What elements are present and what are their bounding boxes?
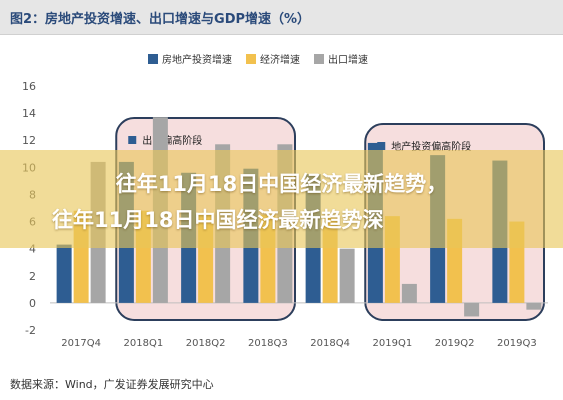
x-tick-label: 2019Q2	[435, 338, 475, 349]
x-tick-label: 2017Q4	[61, 338, 101, 349]
x-tick-label: 2018Q4	[310, 338, 350, 349]
y-tick-label: -2	[25, 324, 36, 337]
legend-swatch	[314, 54, 324, 64]
x-tick-label: 2018Q3	[248, 338, 288, 349]
bar	[464, 302, 480, 317]
x-tick-label: 2019Q3	[497, 338, 537, 349]
annotation-label: 地产投资偏高阶段	[391, 140, 471, 153]
y-tick-label: 12	[22, 134, 36, 147]
headline-line-2: 往年11月18日中国经济最新趋势深	[52, 208, 384, 232]
bar	[401, 283, 417, 303]
y-tick-label: 4	[29, 243, 36, 256]
legend-swatch	[148, 54, 158, 64]
figure-title: 图2：房地产投资增速、出口增速与GDP增速（%）	[10, 12, 311, 27]
bar	[56, 244, 72, 303]
headline-overlay	[0, 150, 563, 248]
bar	[339, 248, 355, 303]
y-tick-label: 0	[29, 297, 36, 310]
headline-line-1: 往年11月18日中国经济最新趋势，	[115, 172, 448, 196]
legend-label: 房地产投资增速	[162, 53, 232, 66]
annotation-marker	[128, 136, 137, 144]
y-tick-label: 14	[22, 107, 36, 120]
figure-title-bar: 图2：房地产投资增速、出口增速与GDP增速（%）	[0, 0, 563, 35]
x-tick-label: 2018Q2	[186, 338, 226, 349]
source-note: 数据来源：Wind，广发证券发展研究中心	[10, 378, 214, 391]
legend-label: 出口增速	[328, 53, 368, 66]
x-tick-label: 2019Q1	[373, 338, 413, 349]
legend-label: 经济增速	[260, 53, 300, 66]
legend-swatch	[246, 54, 256, 64]
y-tick-label: 2	[29, 270, 36, 283]
bar	[526, 302, 542, 310]
x-tick-label: 2018Q1	[124, 338, 164, 349]
annotation-label: 出口偏高阶段	[142, 134, 202, 147]
y-tick-label: 16	[22, 80, 36, 93]
